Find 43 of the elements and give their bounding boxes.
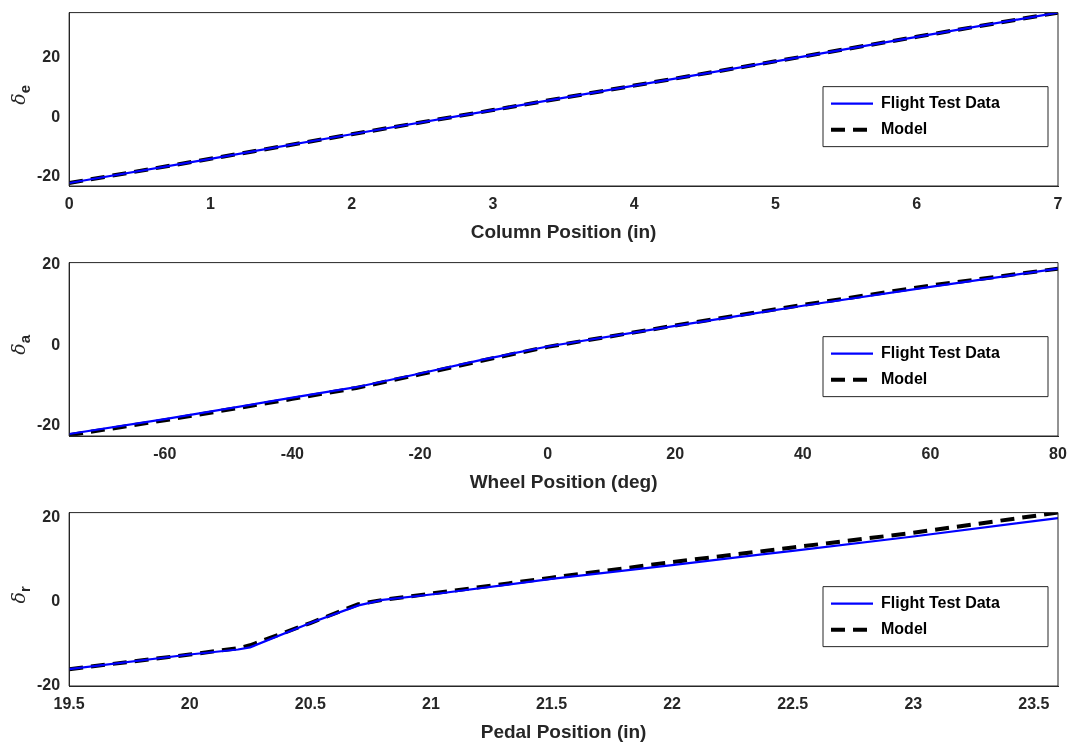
x-tick-label: 20.5 — [294, 695, 326, 713]
y-tick-label: 0 — [51, 107, 61, 125]
x-axis-title: Pedal Position (in) — [480, 720, 647, 742]
legend-label: Model — [881, 370, 928, 388]
x-tick-label: 21.5 — [535, 695, 568, 713]
x-tick-label: 20 — [666, 445, 685, 463]
y-tick-label: 20 — [42, 255, 61, 273]
x-tick-label: 4 — [629, 195, 639, 213]
x-tick-label: 20 — [180, 695, 199, 713]
x-axis-title: Wheel Position (deg) — [469, 470, 658, 492]
x-tick-label: 19.5 — [53, 695, 85, 713]
x-tick-label: 40 — [793, 445, 812, 463]
x-tick-label: 21 — [422, 695, 440, 713]
x-tick-label: 22.5 — [777, 695, 809, 713]
x-tick-label: 0 — [543, 445, 553, 463]
x-tick-label: 1 — [205, 195, 215, 213]
x-tick-label: -60 — [153, 445, 177, 463]
x-tick-label: 2 — [347, 195, 357, 213]
y-tick-label: 0 — [51, 592, 61, 610]
legend-label: Model — [881, 620, 928, 638]
legend-label: Flight Test Data — [881, 94, 1000, 112]
x-tick-label: 60 — [921, 445, 940, 463]
y-tick-label: -20 — [37, 167, 61, 185]
x-tick-label: 5 — [771, 195, 781, 213]
y-tick-label: 20 — [42, 508, 61, 526]
x-tick-label: 3 — [488, 195, 498, 213]
y-tick-label: -20 — [37, 416, 61, 434]
x-axis-title: Column Position (in) — [470, 220, 657, 242]
x-tick-label: -20 — [408, 445, 432, 463]
y-tick-label: -20 — [37, 676, 61, 694]
x-tick-label: -40 — [280, 445, 305, 463]
y-tick-label: 20 — [42, 47, 61, 65]
legend-label: Flight Test Data — [881, 594, 1000, 612]
y-tick-label: 0 — [51, 335, 61, 353]
x-tick-label: 0 — [64, 195, 74, 213]
legend-label: Flight Test Data — [881, 344, 1000, 362]
x-tick-label: 22 — [663, 695, 682, 713]
x-tick-label: 7 — [1053, 195, 1063, 213]
x-tick-label: 6 — [912, 195, 922, 213]
legend-label: Model — [881, 120, 928, 138]
x-tick-label: 23 — [904, 695, 923, 713]
x-tick-label: 23.5 — [1018, 695, 1050, 713]
x-tick-label: 80 — [1049, 445, 1067, 463]
